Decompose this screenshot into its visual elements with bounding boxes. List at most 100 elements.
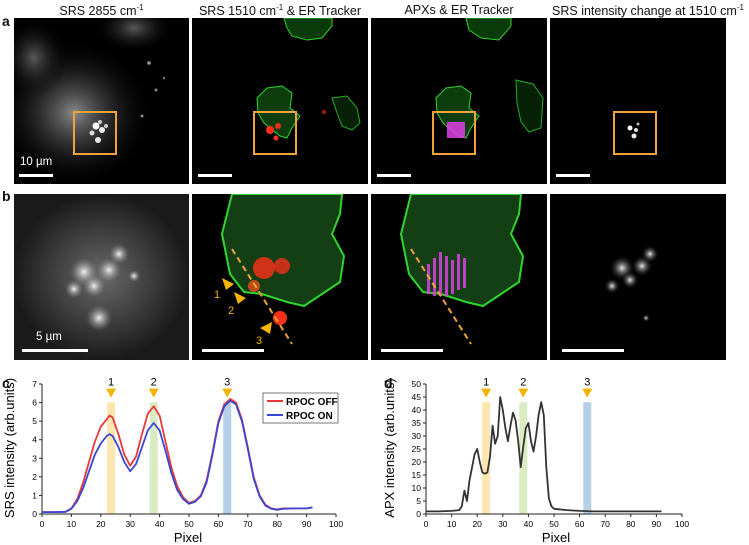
chart-c-ytick-label: 4: [32, 435, 37, 445]
cell-image-b2: 1 2 3: [214, 194, 346, 347]
cell-image-a2: [256, 18, 361, 141]
chart-c-ytick-label: 2: [32, 472, 37, 482]
chart-c-xtick-label: 40: [155, 519, 165, 529]
panel-label-a: a: [2, 13, 10, 29]
column-title-srs-2855: SRS 2855 cm-1: [59, 3, 144, 19]
image-b-srs-change: [550, 194, 726, 360]
chart-c-xtick-label: 100: [329, 519, 343, 529]
scale-bar-a2: [198, 174, 232, 177]
chart-d-ytick-label: 10: [412, 483, 422, 493]
column-title-srs-change: SRS intensity change at 1510 cm-1: [552, 3, 744, 19]
marker-2-label: 2: [228, 305, 234, 317]
chart-d-xtick-label: 50: [549, 519, 559, 529]
chart-c-marker-2: [148, 388, 159, 398]
chart-d-ylabel: APX intensity (arb.units): [384, 378, 397, 517]
chart-d-xtick-label: 60: [575, 519, 585, 529]
chart-c-xtick-label: 60: [214, 519, 224, 529]
column-title-srs-1510-er: SRS 1510 cm-1 & ER Tracker: [198, 3, 362, 19]
chart-d-ytick-label: 30: [412, 431, 422, 441]
chart-d-xtick-label: 40: [524, 519, 534, 529]
panel-label-b: b: [2, 188, 11, 204]
chart-d-band-1: [482, 402, 491, 514]
cell-image-b3: [399, 194, 525, 345]
chart-d-xtick-label: 0: [424, 519, 429, 529]
chart-d-marker-1: [481, 388, 492, 398]
marker-1-label: 1: [214, 289, 220, 301]
chart-d-band-2: [519, 402, 528, 514]
scale-bar-b2: [202, 349, 264, 352]
chart-c-ytick-label: 7: [32, 379, 37, 389]
chart-d-marker-3: [582, 388, 593, 398]
chart-d-plot-area: 1 2 30 10 20 30 40 50 60 70 80 90 100051015202530354…: [412, 377, 690, 529]
chart-c-xlabel: Pixel: [174, 530, 202, 545]
cell-image-a4: [627, 122, 640, 139]
chart-c-xtick-label: 20: [96, 519, 106, 529]
chart-d-ytick-label: 5: [416, 496, 421, 506]
image-a-srs-1510-er: [192, 18, 368, 184]
chart-c-band-1: [107, 402, 116, 514]
legend-rpoc-on: RPOC ON: [286, 411, 333, 422]
chart-c-ytick-label: 5: [32, 416, 37, 426]
chart-d-ytick-label: 40: [412, 405, 422, 415]
chart-c-marker-label-2: 2: [151, 377, 157, 389]
image-a-srs-change: [550, 18, 726, 184]
chart-d-xtick-label: 20: [472, 519, 482, 529]
chart-d-band-3: [583, 402, 592, 514]
chart-d-ytick-label: 35: [412, 418, 422, 428]
chart-c-band-3: [223, 402, 232, 514]
chart-c-ytick-label: 0: [32, 509, 37, 519]
chart-c-xtick-label: 10: [67, 519, 77, 529]
chart-d-ytick-label: 20: [412, 457, 422, 467]
chart-c-xtick-label: 0: [40, 519, 45, 529]
chart-c-marker-3: [222, 388, 233, 398]
panel-label-d: d: [384, 375, 393, 391]
zoom-box-a4: [613, 111, 657, 155]
chart-c-ytick-label: 1: [32, 490, 37, 500]
chart-d-ytick-label: 45: [412, 392, 422, 402]
chart-d-marker-2: [518, 388, 529, 398]
chart-d-xtick-label: 70: [600, 519, 610, 529]
image-a-apx-er: [371, 18, 547, 184]
chart-c-marker-label-3: 3: [224, 377, 230, 389]
scale-bar-b3: [381, 349, 443, 352]
chart-c-legend: RPOC OFF RPOC ON: [262, 392, 339, 424]
scale-bar-a3: [377, 174, 411, 177]
chart-c-marker-1: [106, 388, 117, 398]
chart-c-xtick-label: 90: [302, 519, 312, 529]
chart-c-xtick-label: 50: [184, 519, 194, 529]
chart-d-marker-label-1: 1: [483, 377, 489, 389]
chart-c-band-2: [149, 402, 158, 514]
column-title-apx-er: APXs & ER Tracker: [404, 3, 514, 17]
chart-d-ytick-label: 25: [412, 444, 422, 454]
image-b-apx-er: [371, 194, 547, 360]
chart-d-marker-label-2: 2: [520, 377, 526, 389]
chart-d-xtick-label: 10: [447, 519, 457, 529]
legend-rpoc-off: RPOC OFF: [286, 397, 338, 408]
chart-d-xlabel: Pixel: [542, 530, 570, 545]
image-b-srs-2855: 5 µm: [14, 194, 189, 360]
zoom-box-a2: [253, 111, 297, 155]
chart-c-ytick-label: 6: [32, 398, 37, 408]
scale-bar-a: [19, 174, 53, 177]
chart-d-marker-label-3: 3: [584, 377, 590, 389]
chart-d-xtick-label: 100: [675, 519, 689, 529]
scale-bar-b: [22, 349, 88, 352]
chart-d-ytick-label: 50: [412, 379, 422, 389]
chart-c-xtick-label: 30: [125, 519, 135, 529]
chart-d-xtick-label: 90: [652, 519, 662, 529]
chart-c-marker-label-1: 1: [108, 377, 114, 389]
panel-label-c: c: [2, 375, 10, 391]
cell-image-b4: [604, 245, 659, 322]
chart-d-apx: 1 2 30 10 20 30 40 50 60 70 80 90 100051015202530354…: [384, 377, 690, 545]
cell-image-b1: [14, 194, 189, 360]
image-a-srs-2855: 10 µm: [14, 18, 189, 184]
scale-bar-label-a: 10 µm: [20, 156, 53, 168]
chart-d-ytick-label: 0: [416, 509, 421, 519]
cell-image-a3: [435, 18, 544, 139]
image-b-srs-1510-er: 1 2 3: [192, 194, 368, 360]
chart-c-xtick-label: 80: [272, 519, 282, 529]
chart-c-ytick-label: 3: [32, 453, 37, 463]
chart-d-ytick-label: 15: [412, 470, 422, 480]
